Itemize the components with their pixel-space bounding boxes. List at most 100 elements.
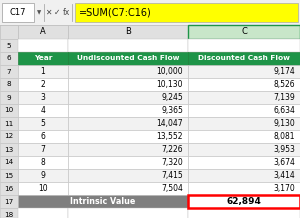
Text: 9: 9 [7, 94, 11, 100]
Bar [188, 143, 300, 156]
Text: 9,174: 9,174 [273, 67, 295, 76]
Bar [18, 91, 68, 104]
Text: 13: 13 [4, 146, 14, 153]
Bar [0, 25, 18, 39]
Bar [68, 39, 188, 52]
Text: 10,130: 10,130 [157, 80, 183, 89]
Bar [188, 25, 300, 39]
Bar [68, 52, 188, 65]
Text: 3: 3 [40, 93, 45, 102]
Text: 16: 16 [4, 186, 14, 191]
Text: ✓: ✓ [54, 8, 60, 17]
Text: 4: 4 [40, 106, 45, 115]
Bar [188, 130, 300, 143]
Bar [75, 3, 298, 22]
Bar [0, 208, 18, 218]
Text: 7,226: 7,226 [161, 145, 183, 154]
Bar [18, 117, 68, 130]
Text: A: A [40, 27, 46, 36]
Bar [18, 130, 68, 143]
Bar [18, 39, 68, 52]
Bar [18, 52, 68, 65]
Bar [68, 25, 188, 39]
Bar [68, 104, 188, 117]
Bar [18, 156, 68, 169]
Text: 11: 11 [4, 121, 14, 126]
Bar [0, 169, 18, 182]
Bar [0, 52, 18, 65]
Text: 6: 6 [7, 56, 11, 61]
Text: 3,953: 3,953 [273, 145, 295, 154]
Bar [68, 156, 188, 169]
Text: 8: 8 [7, 82, 11, 87]
Bar [188, 169, 300, 182]
Text: C: C [241, 27, 247, 36]
Bar [0, 182, 18, 195]
Text: 14,047: 14,047 [156, 119, 183, 128]
Text: =SUM(C7:C16): =SUM(C7:C16) [79, 7, 152, 17]
Text: 3,414: 3,414 [273, 171, 295, 180]
Bar [0, 156, 18, 169]
Bar [188, 52, 300, 65]
Bar [18, 78, 68, 91]
Bar [18, 65, 68, 78]
Text: 5: 5 [7, 43, 11, 48]
Bar [189, 196, 299, 207]
Bar [2, 3, 34, 22]
Text: 1: 1 [40, 67, 45, 76]
Bar [18, 143, 68, 156]
Bar [188, 208, 300, 218]
Text: Discounted Cash Flow: Discounted Cash Flow [198, 56, 290, 61]
Bar [188, 156, 300, 169]
Bar [0, 65, 18, 78]
Bar [0, 104, 18, 117]
Text: 8,526: 8,526 [273, 80, 295, 89]
Text: 15: 15 [4, 172, 14, 179]
Bar [68, 65, 188, 78]
Text: 17: 17 [4, 199, 14, 204]
Bar [18, 208, 68, 218]
Bar [188, 104, 300, 117]
Text: fx: fx [62, 8, 70, 17]
Bar [188, 39, 300, 52]
Bar [0, 25, 300, 39]
Text: 9: 9 [40, 171, 45, 180]
Text: 62,894: 62,894 [226, 197, 261, 206]
Text: 9,130: 9,130 [273, 119, 295, 128]
Text: 10: 10 [4, 107, 14, 114]
Bar [18, 195, 188, 208]
Bar [68, 78, 188, 91]
Bar [0, 130, 18, 143]
Text: 12: 12 [4, 133, 14, 140]
Text: Undiscounted Cash Flow: Undiscounted Cash Flow [77, 56, 179, 61]
Text: 6: 6 [40, 132, 45, 141]
Text: Year: Year [34, 56, 52, 61]
Bar [0, 143, 18, 156]
Text: 10,000: 10,000 [156, 67, 183, 76]
Bar [0, 39, 18, 52]
Text: 7: 7 [7, 68, 11, 75]
Bar [0, 0, 300, 25]
Text: 2: 2 [40, 80, 45, 89]
Text: 9,365: 9,365 [161, 106, 183, 115]
Bar [18, 104, 68, 117]
Text: ▼: ▼ [37, 10, 41, 15]
Text: 7,320: 7,320 [161, 158, 183, 167]
Text: C17: C17 [10, 8, 26, 17]
Text: 13,552: 13,552 [157, 132, 183, 141]
Bar [0, 78, 18, 91]
Bar [188, 78, 300, 91]
Text: 14: 14 [4, 160, 14, 165]
Bar [188, 65, 300, 78]
Text: 6,634: 6,634 [273, 106, 295, 115]
Bar [188, 182, 300, 195]
Bar [0, 91, 18, 104]
Text: 7,415: 7,415 [161, 171, 183, 180]
Bar [68, 143, 188, 156]
Text: 7,139: 7,139 [273, 93, 295, 102]
Text: 3,674: 3,674 [273, 158, 295, 167]
Bar [188, 195, 300, 208]
Text: 10: 10 [38, 184, 48, 193]
Bar [68, 182, 188, 195]
Bar [0, 117, 18, 130]
